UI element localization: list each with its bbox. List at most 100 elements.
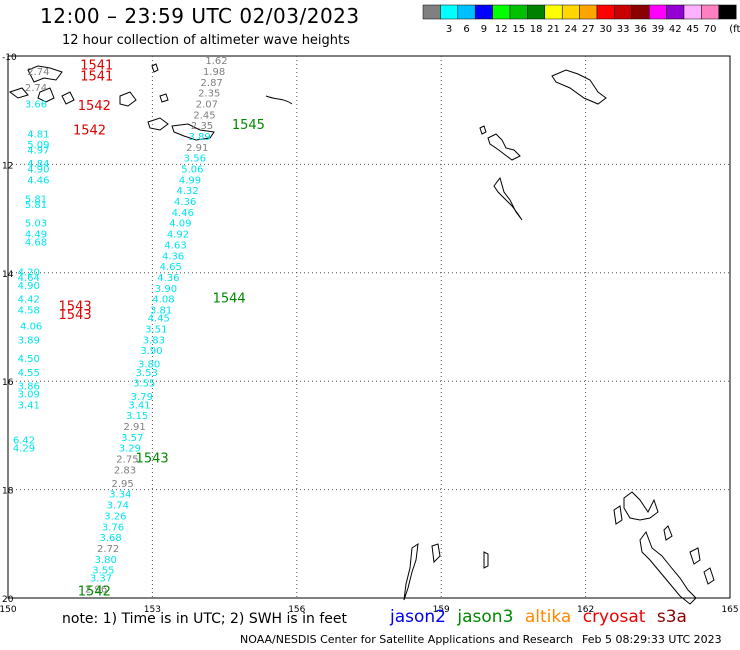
wave-height-reading: 2.87 (201, 78, 223, 89)
pass-number-label: 1543 (59, 300, 92, 315)
pass-number-label: 1541 (80, 69, 113, 84)
wave-height-reading: 1.98 (203, 67, 225, 78)
wave-height-reading: 4.63 (164, 240, 186, 251)
scale-label: 30 (599, 24, 612, 35)
wave-height-reading: 4.99 (179, 175, 201, 186)
wave-height-reading: 3.09 (18, 389, 40, 400)
lon-tick-label: 150 (0, 605, 17, 615)
units-note: note: 1) Time is in UTC; 2) SWH is in fe… (62, 611, 348, 627)
scale-label: 33 (617, 24, 630, 35)
scale-label: 12 (495, 24, 508, 35)
wave-height-reading: 4.49 (25, 230, 47, 241)
scale-label: 39 (652, 24, 665, 35)
satellite-s3a: s3a (656, 607, 687, 627)
scale-unit: (ft) (729, 24, 740, 35)
wave-height-reading: 4.36 (157, 273, 179, 284)
pass-number-label: 1543 (59, 308, 92, 323)
pass-number-label: 1542 (78, 584, 111, 599)
wave-height-reading: 3.83 (143, 335, 165, 346)
wave-height-reading: 3.55 (92, 566, 114, 577)
scale-label: 24 (565, 24, 578, 35)
wave-height-reading: 4.06 (20, 322, 42, 333)
wave-height-reading: 3.89 (189, 132, 211, 143)
wave-height-reading: 4.84 (27, 159, 49, 170)
lon-tick-label: 156 (288, 605, 305, 615)
wave-height-reading: 4.09 (169, 219, 191, 230)
map-grid: 150 153 156 159 162 165 -10 12 14 16 18 20 (0, 53, 739, 615)
pass-number-label: 1542 (78, 99, 111, 114)
wave-height-reading: 2.91 (124, 422, 146, 433)
wave-height-reading: 3.53 (136, 368, 158, 379)
lat-tick-label: -10 (2, 53, 17, 63)
scale-label: 36 (634, 24, 647, 35)
lat-tick-label: 20 (2, 595, 14, 605)
wave-height-reading: 2.72 (97, 544, 119, 555)
wave-height-reading: 3.80 (95, 555, 117, 566)
lon-tick-label: 153 (144, 605, 161, 615)
wave-height-reading: 4.97 (27, 146, 49, 157)
wave-height-reading: 2.95 (111, 479, 133, 490)
scale-label: 3 (446, 24, 452, 35)
wave-height-reading: 3.68 (99, 533, 121, 544)
satellite-legend: jason2 jason3 altika cryosat s3a (390, 607, 693, 627)
wave-height-reading: 3.15 (126, 411, 148, 422)
wave-height-reading: 4.32 (176, 186, 198, 197)
wave-height-reading: 1.62 (205, 56, 227, 67)
wave-height-reading: 3.51 (145, 324, 167, 335)
wave-height-reading: 2.91 (186, 143, 208, 154)
wave-height-reading: 4.36 (162, 251, 184, 262)
wave-height-reading: 4.58 (18, 305, 40, 316)
lon-tick-label: 162 (577, 605, 594, 615)
satellite-jason2: jason2 (390, 607, 446, 627)
wave-height-reading: 2.74 (27, 67, 49, 78)
map-subtitle: 12 hour collection of altimeter wave hei… (62, 33, 350, 48)
wave-height-reading: 4.90 (27, 165, 49, 176)
scale-label: 15 (512, 24, 525, 35)
wave-height-reading: 4.92 (167, 230, 189, 241)
wave-height-reading: 4.42 (18, 295, 40, 306)
wave-height-reading: 3.76 (102, 522, 124, 533)
wave-height-reading: 3.80 (138, 360, 160, 371)
wave-height-reading: 2.75 (116, 455, 138, 466)
pass-number-label: 1545 (232, 118, 265, 133)
wave-height-reading: 3.81 (150, 305, 172, 316)
wave-height-reading: 3.90 (155, 284, 177, 295)
scale-label: 21 (547, 24, 560, 35)
wave-height-reading: 4.65 (160, 262, 182, 273)
map-title: 12:00 – 23:59 UTC 02/03/2023 (40, 4, 360, 28)
lat-tick-label: 16 (2, 378, 14, 388)
scale-label: 42 (669, 24, 682, 35)
wave-height-reading: 3.79 (131, 392, 153, 403)
wave-height-reading: 5.03 (25, 219, 47, 230)
wave-height-reading: 4.08 (152, 295, 174, 306)
altimeter-tracks: 2.963.373.553.802.723.683.763.263.743.34… (13, 56, 228, 595)
scale-swatch (718, 4, 737, 20)
pass-number-label: 1541 (80, 59, 113, 74)
wave-height-reading: 3.34 (109, 490, 131, 501)
wave-height-reading: 4.36 (174, 197, 196, 208)
scale-label: 9 (481, 24, 487, 35)
wave-height-reading: 3.66 (25, 99, 47, 110)
wave-height-reading: 3.55 (133, 379, 155, 390)
wave-height-reading: 3.41 (128, 400, 150, 411)
wave-height-reading: 4.68 (25, 238, 47, 249)
wave-height-reading: 3.57 (121, 433, 143, 444)
wave-height-reading: 2.35 (191, 121, 213, 132)
wave-height-reading: 4.46 (27, 175, 49, 186)
wave-height-reading: 4.20 (18, 268, 40, 279)
wave-height-reading: 2.96 (85, 585, 107, 596)
coastline (8, 63, 715, 605)
wave-height-reading: 3.89 (18, 335, 40, 346)
lat-tick-label: 12 (2, 161, 13, 171)
wave-height-reading: 3.41 (18, 400, 40, 411)
satellite-jason3: jason3 (457, 607, 514, 627)
satellite-altika: altika (524, 607, 572, 627)
wave-height-reading: 3.86 (18, 381, 40, 392)
wave-height-reading: 4.64 (18, 273, 40, 284)
lat-tick-label: 18 (2, 487, 14, 497)
wave-height-reading: 4.45 (148, 314, 170, 325)
wave-height-reading: 2.83 (114, 465, 136, 476)
wave-height-reading: 2.07 (196, 99, 218, 110)
